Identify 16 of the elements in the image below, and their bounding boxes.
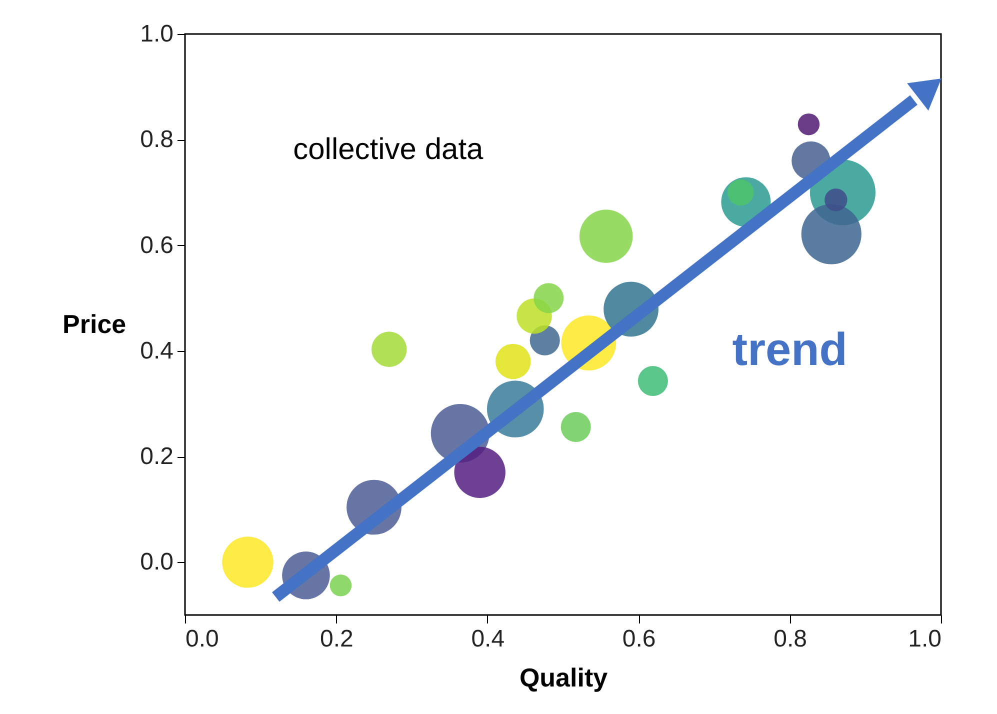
- x-tick-label: 0.8: [774, 626, 807, 652]
- x-tick-label: 1.0: [908, 626, 942, 652]
- y-tick-label: 0.8: [140, 126, 174, 154]
- series-label: trend: [732, 322, 848, 375]
- y-tick-label: 1.0: [140, 20, 174, 48]
- y-tick-label: 0.4: [140, 337, 174, 364]
- x-tick-label: 0.0: [186, 626, 219, 652]
- x-axis-title: Quality: [519, 662, 608, 692]
- annotation: collective data: [293, 133, 484, 166]
- y-tick-label: 0.2: [140, 443, 174, 470]
- x-tick-label: 0.4: [471, 626, 505, 652]
- y-tick-label: 0.6: [140, 232, 174, 259]
- x-tick-label: 0.6: [622, 626, 656, 652]
- y-tick-label: 0.0: [140, 548, 174, 576]
- x-tick-label: 0.2: [320, 626, 354, 652]
- y-axis-title: Price: [62, 309, 126, 339]
